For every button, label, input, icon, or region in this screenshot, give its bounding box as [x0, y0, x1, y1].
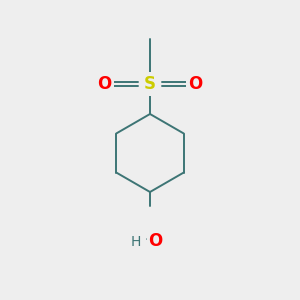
Text: O: O	[97, 75, 112, 93]
Text: ·: ·	[145, 233, 149, 247]
Text: O: O	[148, 232, 163, 250]
Text: S: S	[144, 75, 156, 93]
Text: H: H	[130, 235, 141, 248]
Text: O: O	[188, 75, 203, 93]
